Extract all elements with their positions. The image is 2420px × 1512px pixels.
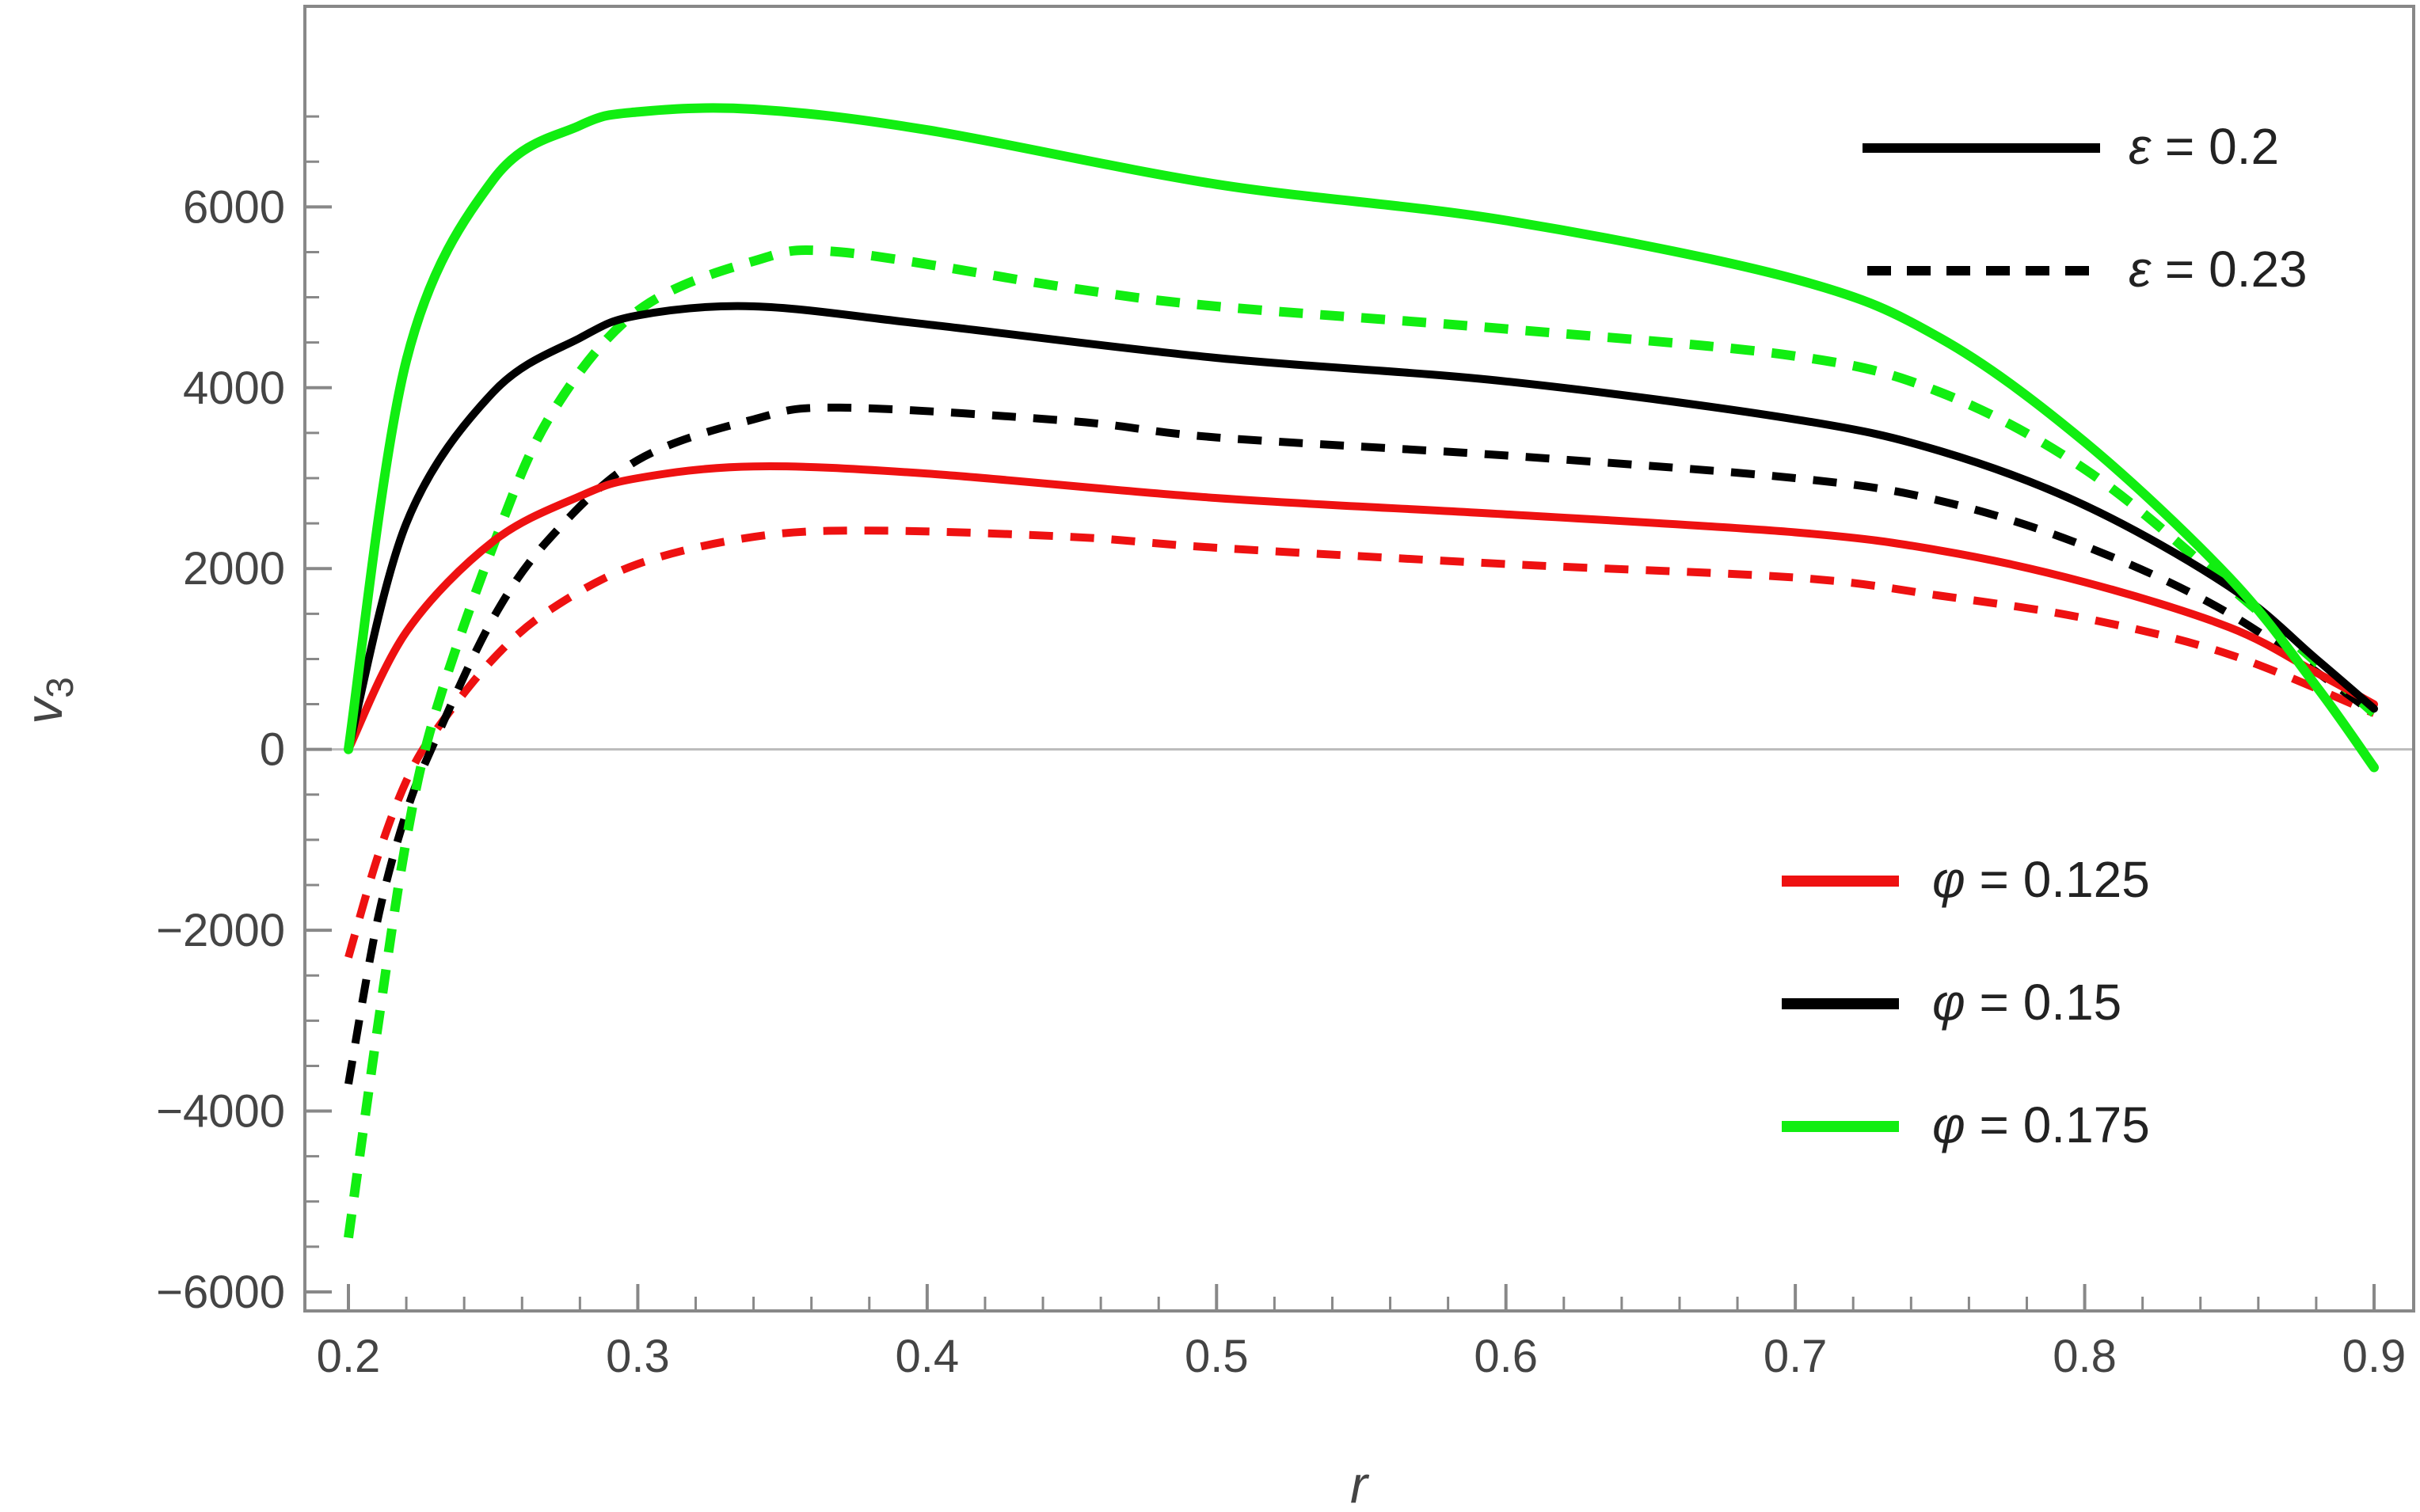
legend-phi-015-label: φ = 0.15 [1932, 974, 2121, 1031]
x-tick-label: 0.9 [2342, 1331, 2407, 1382]
y-tick-label: 0 [260, 724, 285, 776]
series-black-solid-line [344, 302, 2378, 754]
y-tick-label: 2000 [183, 543, 285, 595]
x-tick-label: 0.8 [2053, 1331, 2117, 1382]
series-green-solid-line [344, 103, 2379, 773]
y-tick-label: 4000 [183, 363, 285, 414]
legend-color: φ = 0.125 φ = 0.15 φ = 0.175 [1782, 851, 2150, 1153]
x-tick-label: 0.4 [896, 1331, 960, 1382]
legend-phi-0125-label: φ = 0.125 [1932, 851, 2150, 908]
series-red-solid-line [344, 462, 2378, 754]
series-black-dashed-line [344, 403, 2376, 1085]
y-tick-label: 6000 [183, 181, 285, 233]
x-tick-label: 0.5 [1185, 1331, 1249, 1382]
legend-phi-0175-label: φ = 0.175 [1932, 1096, 2150, 1153]
y-tick-label: −2000 [156, 905, 285, 956]
y-axis-title: v3 [14, 677, 82, 724]
x-axis-ticks: 0.2 0.3 0.4 0.5 0.6 0.7 0.8 0.9 [317, 1284, 2407, 1382]
x-tick-label: 0.7 [1764, 1331, 1828, 1382]
x-tick-label: 0.2 [317, 1331, 381, 1382]
legend-line-style: ε = 0.2 ε = 0.23 [1863, 118, 2308, 298]
x-tick-label: 0.3 [606, 1331, 670, 1382]
x-axis-title: r [1350, 1455, 1370, 1508]
x-tick-label: 0.6 [1474, 1331, 1538, 1382]
y-tick-label: −6000 [156, 1267, 285, 1318]
legend-eps-02-label: ε = 0.2 [2129, 118, 2279, 175]
legend-eps-023-label: ε = 0.23 [2129, 241, 2308, 298]
series-layer [344, 103, 2379, 1239]
y-axis-ticks: −6000 −4000 −2000 0 2000 4000 6000 [156, 115, 332, 1318]
series-green-dashed-line [344, 245, 2377, 1239]
y-tick-label: −4000 [156, 1086, 285, 1138]
